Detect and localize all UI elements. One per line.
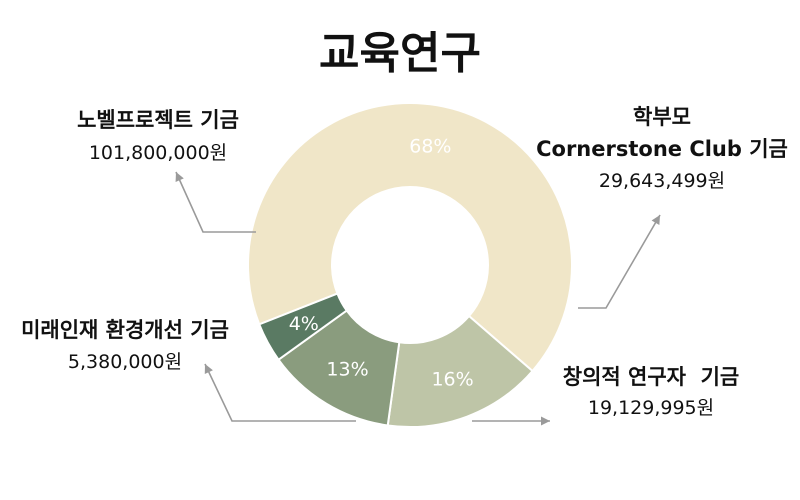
slice-nobel-project xyxy=(247,102,573,373)
label-nobel-project-amount: 101,800,000원 xyxy=(89,142,227,164)
leader-arrow-future-talent xyxy=(204,364,213,375)
callout-nobel-project: 노벨프로젝트 기금 101,800,000원 xyxy=(77,108,239,164)
percent-label-nobel-project: 68% xyxy=(409,136,451,158)
callout-cornerstone-club: 학부모 Cornerstone Club 기금 29,643,499원 xyxy=(536,105,788,192)
leader-line-nobel-project xyxy=(175,171,256,233)
label-creative-researcher-amount: 19,129,995원 xyxy=(588,397,714,419)
slice-future-talent xyxy=(257,292,349,362)
slice-cornerstone-club xyxy=(386,314,534,428)
label-future-talent-name: 미래인재 환경개선 기금 xyxy=(21,318,229,342)
leader-line-future-talent xyxy=(204,363,356,422)
leader-line-cornerstone-club xyxy=(578,214,661,309)
chart-title: 교육연구 xyxy=(319,28,481,79)
callout-future-talent: 미래인재 환경개선 기금 5,380,000원 xyxy=(21,318,229,373)
label-cornerstone-name-line1: 학부모 xyxy=(633,105,691,129)
leader-arrow-creative-researcher xyxy=(541,416,550,426)
label-creative-researcher-name: 창의적 연구자 기금 xyxy=(563,365,740,389)
leader-arrow-cornerstone-club xyxy=(651,215,660,226)
leader-lines xyxy=(175,171,661,426)
label-nobel-project-name: 노벨프로젝트 기금 xyxy=(77,108,239,132)
leader-arrow-nobel-project xyxy=(175,172,184,183)
percent-label-creative-researcher: 13% xyxy=(326,359,368,381)
label-cornerstone-amount: 29,643,499원 xyxy=(599,170,725,192)
percent-label-future-talent: 4% xyxy=(289,313,319,335)
label-future-talent-amount: 5,380,000원 xyxy=(68,351,182,373)
label-cornerstone-name-line2: Cornerstone Club 기금 xyxy=(536,137,788,161)
percent-labels: 68% 16% 13% 4% xyxy=(289,136,474,391)
callout-creative-researcher: 창의적 연구자 기금 19,129,995원 xyxy=(563,365,740,419)
donut-slices xyxy=(247,102,573,428)
percent-label-cornerstone-club: 16% xyxy=(431,368,473,390)
